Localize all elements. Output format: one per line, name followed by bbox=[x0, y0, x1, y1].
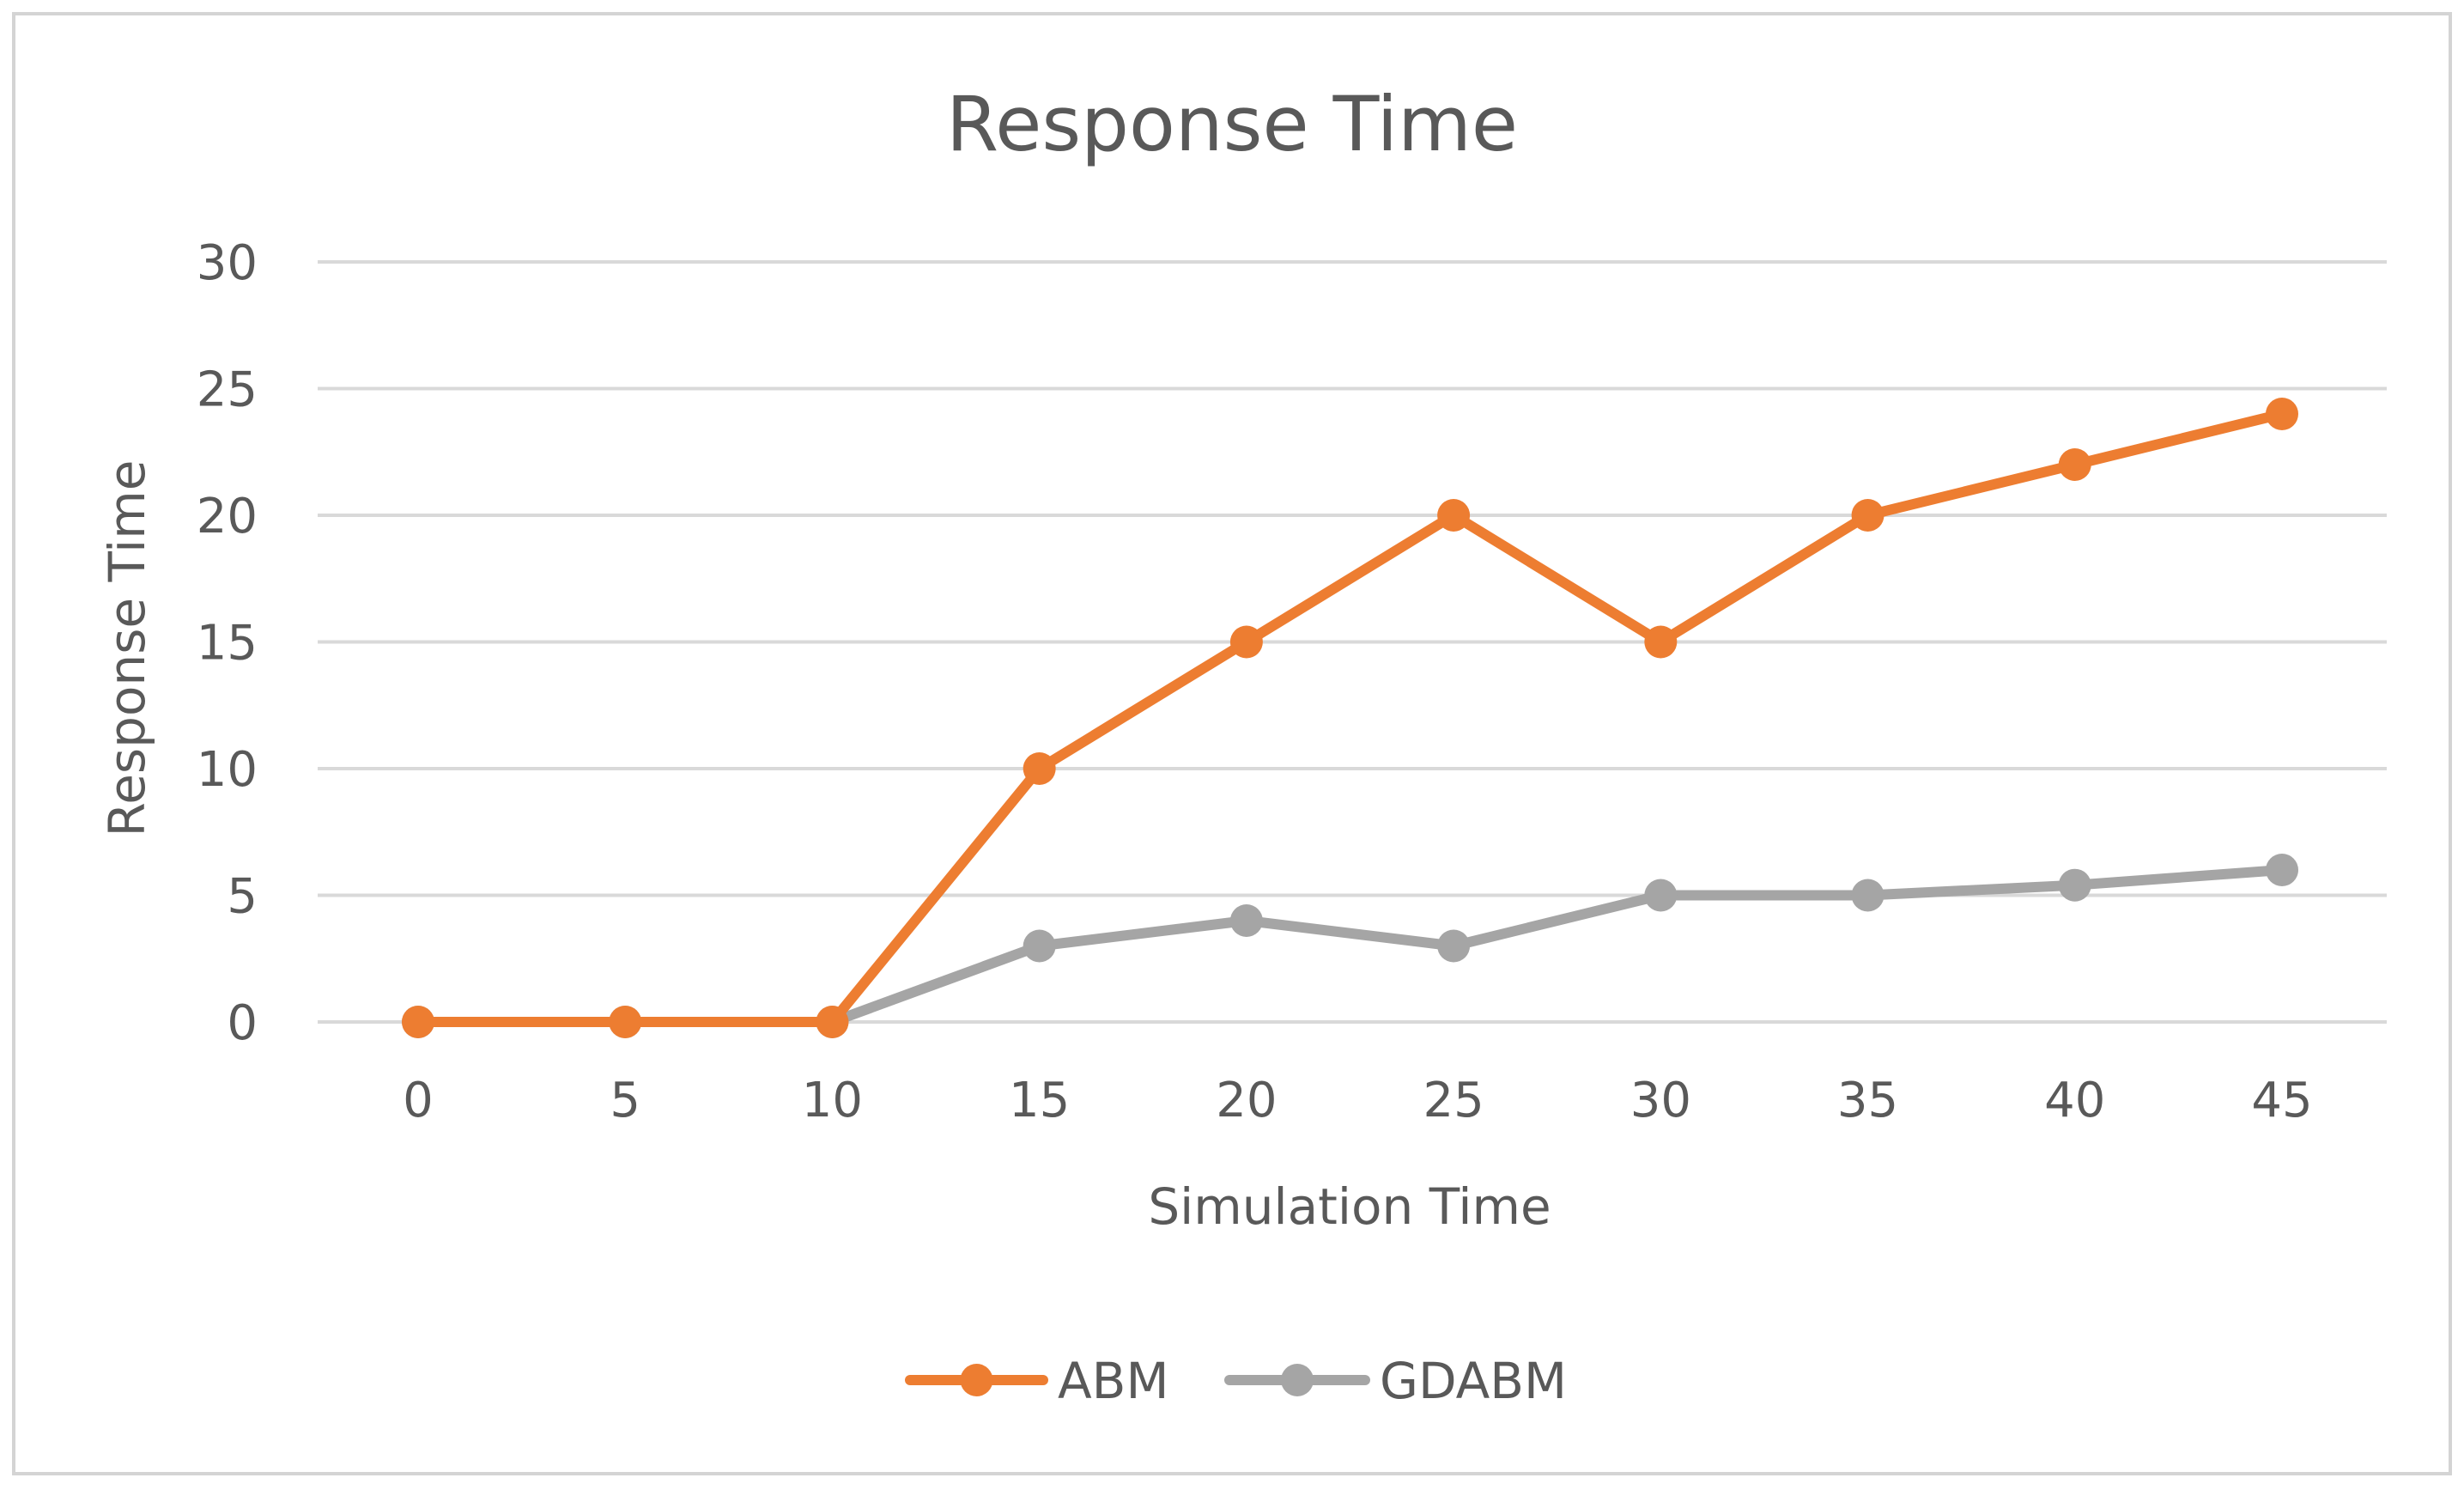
x-tick-label: 30 bbox=[1630, 1073, 1691, 1128]
legend-label: ABM bbox=[1058, 1352, 1169, 1410]
data-point-gdabm bbox=[1851, 879, 1884, 912]
series-line-abm bbox=[413, 409, 2287, 1027]
data-point-gdabm bbox=[1437, 929, 1471, 963]
data-point-abm bbox=[1437, 499, 1471, 532]
x-tick-label: 5 bbox=[610, 1073, 640, 1128]
data-point-abm bbox=[1644, 625, 1678, 659]
chart-title: Response Time bbox=[946, 80, 1518, 168]
data-point-abm bbox=[2058, 448, 2091, 481]
x-tick-label: 40 bbox=[2044, 1073, 2105, 1128]
y-axis-title: Response Time bbox=[98, 460, 156, 837]
y-tick-label: 10 bbox=[197, 742, 258, 798]
y-tick-label: 30 bbox=[197, 235, 258, 291]
data-point-gdabm bbox=[2058, 868, 2091, 902]
data-point-gdabm bbox=[1229, 904, 1263, 937]
y-axis-ticks: 0 5 10 15 20 25 30 bbox=[197, 235, 258, 1051]
x-tick-label: 35 bbox=[1837, 1073, 1898, 1128]
data-point-gdabm bbox=[1023, 929, 1056, 963]
y-tick-label: 0 bbox=[227, 995, 258, 1051]
series-abm bbox=[402, 398, 2298, 1038]
legend: ABM GDABM bbox=[905, 1352, 1567, 1410]
data-point-abm bbox=[1229, 625, 1263, 659]
gridlines bbox=[318, 260, 2387, 1024]
data-point-gdabm bbox=[2266, 854, 2298, 886]
y-tick-label: 20 bbox=[197, 489, 258, 544]
x-tick-label: 20 bbox=[1216, 1073, 1277, 1128]
x-tick-label: 45 bbox=[2251, 1073, 2312, 1128]
data-point-abm bbox=[402, 1006, 434, 1038]
legend-item-abm: ABM bbox=[905, 1352, 1169, 1410]
legend-label: GDABM bbox=[1380, 1352, 1567, 1410]
series-layer bbox=[402, 398, 2298, 1038]
data-point-gdabm bbox=[1644, 879, 1678, 912]
y-tick-label: 15 bbox=[197, 616, 258, 672]
x-tick-label: 0 bbox=[403, 1073, 434, 1128]
data-point-abm bbox=[609, 1006, 642, 1038]
data-point-abm bbox=[1851, 499, 1884, 532]
y-tick-label: 25 bbox=[197, 362, 258, 418]
legend-swatch-marker bbox=[1281, 1364, 1314, 1396]
x-axis-title: Simulation Time bbox=[1148, 1177, 1551, 1236]
x-tick-label: 15 bbox=[1009, 1073, 1070, 1128]
x-tick-label: 10 bbox=[802, 1073, 863, 1128]
legend-swatch-marker bbox=[960, 1364, 993, 1396]
data-point-abm bbox=[816, 1006, 849, 1038]
data-point-abm bbox=[1023, 752, 1056, 785]
legend-item-gdabm: GDABM bbox=[1224, 1352, 1567, 1410]
chart-frame bbox=[12, 12, 2452, 1475]
x-axis-ticks: 0 5 10 15 20 25 30 35 40 45 bbox=[403, 1073, 2312, 1128]
x-tick-label: 25 bbox=[1423, 1073, 1484, 1128]
y-tick-label: 5 bbox=[227, 869, 258, 925]
data-point-abm bbox=[2266, 398, 2298, 430]
